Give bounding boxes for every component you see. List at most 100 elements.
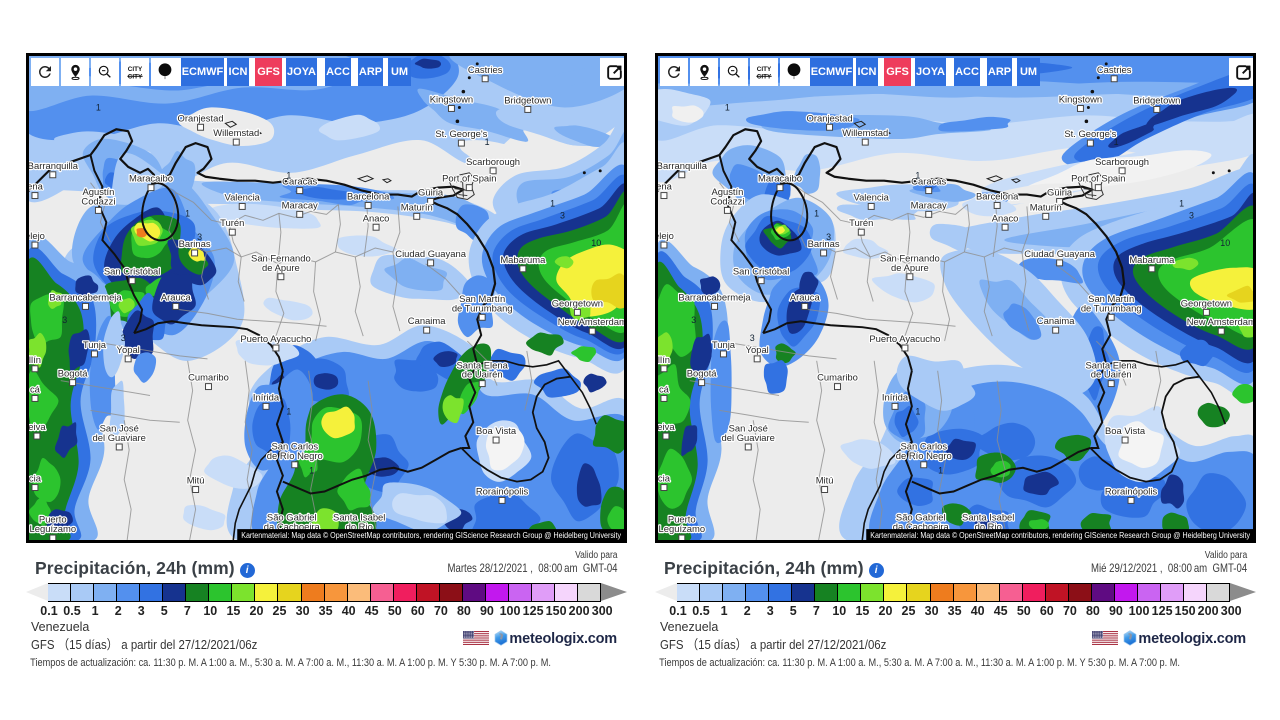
svg-text:Anaco: Anaco [992,212,1019,223]
svg-text:cia: cia [658,473,671,484]
svg-text:llín: llín [658,354,670,365]
svg-text:cá: cá [30,384,41,395]
svg-text:Tunja: Tunja [712,339,736,350]
svg-text:Barcelona: Barcelona [976,191,1019,202]
svg-text:Caracas: Caracas [911,176,946,187]
svg-text:Bridgetown: Bridgetown [504,95,551,106]
svg-text:Port of Spain: Port of Spain [442,173,496,184]
svg-text:Mitú: Mitú [187,475,205,486]
svg-text:St. George's: St. George's [1064,128,1116,139]
svg-text:eiva: eiva [29,421,46,432]
svg-text:CITY: CITY [757,73,772,80]
svg-text:Anaco: Anaco [363,212,390,223]
svg-text:3: 3 [1189,210,1194,220]
svg-text:Barrancabermeja: Barrancabermeja [49,291,122,302]
svg-text:San Cristóbal: San Cristóbal [104,266,161,277]
svg-text:Ciudad Guayana: Ciudad Guayana [1024,248,1095,259]
svg-text:Willemstad: Willemstad [213,127,259,138]
svg-text:Barranquilla: Barranquilla [29,160,79,171]
svg-text:Kingstown: Kingstown [430,94,473,105]
svg-text:10: 10 [1220,238,1230,248]
svg-text:Arauca: Arauca [790,291,821,302]
svg-text:ena: ena [658,181,673,192]
svg-text:Oranjestad: Oranjestad [178,112,224,123]
svg-text:Barinas: Barinas [808,238,840,249]
svg-text:3: 3 [121,333,126,343]
svg-text:Caracas: Caracas [282,176,317,187]
svg-text:1: 1 [1114,137,1119,147]
svg-text:llín: llín [29,354,41,365]
svg-text:Maturín: Maturín [401,201,433,212]
svg-text:Georgetown: Georgetown [552,297,603,308]
svg-text:1: 1 [725,102,730,112]
svg-text:Castries: Castries [1097,64,1132,75]
svg-text:CITY: CITY [128,66,143,73]
svg-text:Inírida: Inírida [253,391,280,402]
svg-text:Cumaribo: Cumaribo [188,372,229,383]
svg-text:Turén: Turén [220,217,244,228]
svg-text:Barinas: Barinas [179,238,211,249]
svg-text:Bridgetown: Bridgetown [1133,95,1180,106]
svg-text:3: 3 [691,315,696,325]
svg-text:Canaima: Canaima [1037,315,1075,326]
svg-text:Boa Vista: Boa Vista [476,425,517,436]
svg-text:Maturín: Maturín [1030,201,1062,212]
svg-text:1: 1 [938,466,943,476]
svg-text:Maracay: Maracay [282,199,318,210]
svg-text:1: 1 [286,171,291,181]
svg-text:1: 1 [1179,198,1184,208]
svg-text:Maracay: Maracay [911,199,947,210]
svg-text:1: 1 [309,466,314,476]
svg-text:elejo: elejo [658,230,674,241]
svg-text:Kartenmaterial: Map data © Ope: Kartenmaterial: Map data © OpenStreetMap… [870,531,1250,540]
svg-text:Valencia: Valencia [853,192,889,203]
svg-text:Bogotá: Bogotá [58,368,89,379]
svg-text:1: 1 [185,208,190,218]
svg-text:Turén: Turén [849,217,873,228]
svg-text:CITY: CITY [757,66,772,73]
svg-text:1: 1 [96,102,101,112]
svg-text:Barrancabermeja: Barrancabermeja [678,291,751,302]
svg-text:Kingstown: Kingstown [1059,94,1102,105]
svg-text:Yopal: Yopal [746,344,769,355]
svg-text:Yopal: Yopal [117,344,140,355]
svg-text:St. George's: St. George's [435,128,487,139]
svg-text:Cumaribo: Cumaribo [817,372,858,383]
svg-text:Oranjestad: Oranjestad [807,112,853,123]
svg-text:1: 1 [915,406,920,416]
svg-text:Scarborough: Scarborough [466,156,520,167]
svg-text:Willemstad: Willemstad [842,127,888,138]
svg-text:cá: cá [659,384,670,395]
svg-text:Maracaibo: Maracaibo [758,173,802,184]
svg-text:Barcelona: Barcelona [347,191,390,202]
svg-text:Mabaruma: Mabaruma [500,254,546,265]
svg-text:Ciudad Guayana: Ciudad Guayana [395,248,466,259]
svg-text:Scarborough: Scarborough [1095,156,1149,167]
svg-text:Barranquilla: Barranquilla [658,160,708,171]
svg-text:Puerto Ayacucho: Puerto Ayacucho [240,333,311,344]
svg-text:New Amsterdam: New Amsterdam [558,316,624,327]
svg-text:Güiria: Güiria [418,187,444,198]
svg-text:1: 1 [485,137,490,147]
svg-text:10: 10 [591,238,601,248]
svg-text:3: 3 [62,315,67,325]
svg-text:Boa Vista: Boa Vista [1105,425,1146,436]
svg-text:Mabaruma: Mabaruma [1129,254,1175,265]
svg-text:San Cristóbal: San Cristóbal [733,266,790,277]
svg-text:Puerto Ayacucho: Puerto Ayacucho [869,333,940,344]
svg-text:Port of Spain: Port of Spain [1071,173,1125,184]
